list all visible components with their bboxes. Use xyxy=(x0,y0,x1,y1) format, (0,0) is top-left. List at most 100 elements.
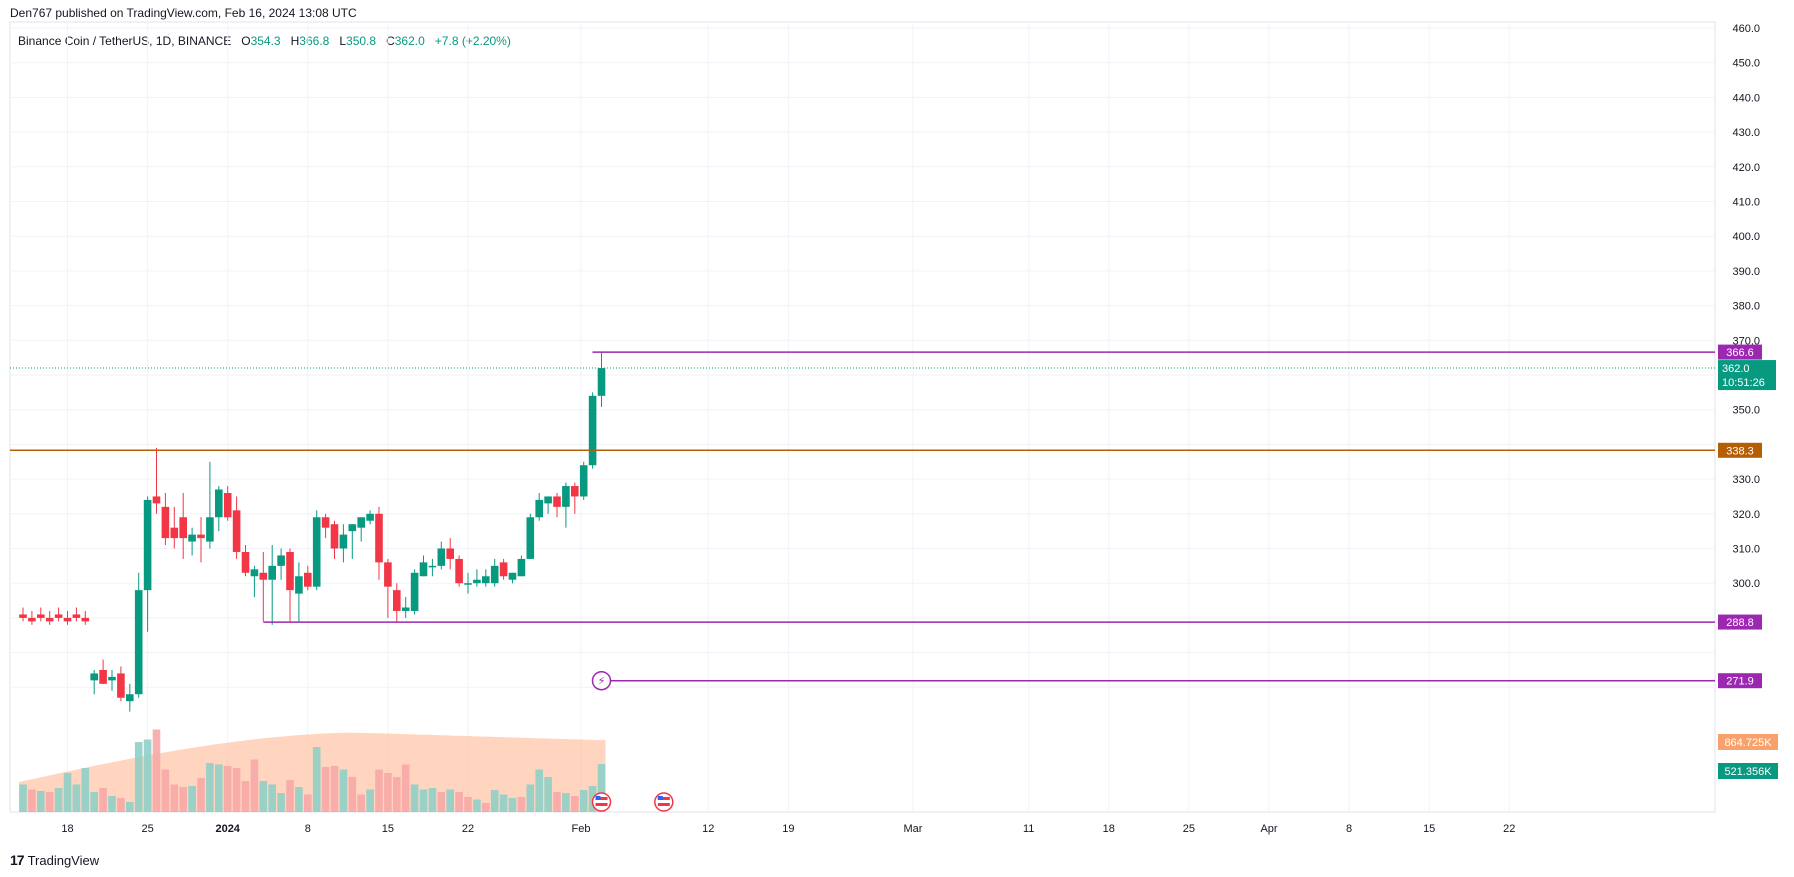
volume-bar xyxy=(232,768,241,812)
volume-bar xyxy=(72,784,81,812)
volume-bar xyxy=(99,788,107,812)
x-tick-label: 15 xyxy=(1423,823,1435,835)
volume-bar xyxy=(90,792,98,812)
price-tag-value: 362.0 xyxy=(1722,363,1750,375)
x-tick-label: 8 xyxy=(1346,823,1352,835)
volume-bar xyxy=(571,796,579,812)
y-tick-label: 460.0 xyxy=(1732,23,1760,35)
candle-body xyxy=(259,572,268,580)
published-info: Den767 published on TradingView.com, Feb… xyxy=(10,6,357,20)
candle-body xyxy=(45,617,54,622)
candle-body xyxy=(428,565,437,568)
candle-body xyxy=(366,513,374,521)
footer-brand[interactable]: 17 TradingView xyxy=(10,852,99,868)
candle-body xyxy=(321,517,330,528)
x-tick-label: 22 xyxy=(462,823,474,835)
low-label: L xyxy=(339,34,347,48)
candle-body xyxy=(490,565,499,584)
volume-bar xyxy=(19,784,27,812)
x-tick-label: Apr xyxy=(1260,823,1277,835)
volume-bar xyxy=(312,747,321,812)
y-tick-label: 370.0 xyxy=(1732,335,1760,347)
candle-body xyxy=(117,673,125,698)
level-lines xyxy=(10,351,1715,682)
volume-bar xyxy=(37,791,45,812)
candle-body xyxy=(571,486,579,497)
tradingview-logo-icon: 17 xyxy=(10,852,25,868)
y-tick-label: 380.0 xyxy=(1732,301,1760,313)
volume-bar xyxy=(170,784,179,812)
volume-bar xyxy=(223,766,232,812)
volume-bar xyxy=(597,764,606,812)
volume-bar xyxy=(562,793,570,812)
level-tag-bg xyxy=(1718,344,1762,360)
volume-bar xyxy=(81,768,90,812)
lightning-icon: ⚡ xyxy=(598,676,606,688)
volume-bar xyxy=(526,784,535,812)
candle-body xyxy=(348,524,357,532)
candle-body xyxy=(268,565,276,580)
candle-body xyxy=(499,562,508,577)
candle-body xyxy=(90,673,98,681)
candle-body xyxy=(179,517,187,539)
volume-bar xyxy=(179,787,187,812)
high-label: H xyxy=(290,34,300,48)
volume-bar xyxy=(330,766,339,812)
symbol-name[interactable]: Binance Coin / TetherUS, 1D, BINANCE xyxy=(18,34,232,48)
volume-bars xyxy=(19,729,606,812)
volume-bar xyxy=(357,794,365,812)
open-label: O xyxy=(241,34,251,48)
volume-bar xyxy=(259,781,268,812)
candle-body xyxy=(330,524,339,549)
candle-body xyxy=(437,548,446,566)
y-tick-label: 350.0 xyxy=(1732,405,1760,417)
volume-bar xyxy=(63,773,72,812)
volume-bar xyxy=(126,802,134,812)
candles xyxy=(19,351,606,712)
candle-body xyxy=(143,499,152,591)
volume-bar xyxy=(490,790,499,812)
volume-bar xyxy=(535,769,543,812)
y-tick-label: 300.0 xyxy=(1732,578,1760,590)
candle-body xyxy=(419,562,428,577)
candle-body xyxy=(597,368,606,396)
candle-body xyxy=(286,551,294,591)
candle-body xyxy=(223,492,232,518)
volume-bar xyxy=(143,739,152,812)
volume-bar xyxy=(473,799,481,812)
candle-body xyxy=(535,499,543,518)
x-tick-label: 25 xyxy=(141,823,153,835)
volume-bar xyxy=(117,798,125,812)
candle-body xyxy=(544,496,552,504)
candle-body xyxy=(384,562,392,587)
volume-tag-bg xyxy=(1718,763,1778,779)
volume-bar xyxy=(517,797,526,812)
candle-body xyxy=(72,614,81,618)
x-tick-label: Mar xyxy=(904,823,923,835)
flag-stripe-icon xyxy=(657,797,670,800)
candle-body xyxy=(312,517,321,587)
x-tick-label: 8 xyxy=(305,823,311,835)
flag-stripe-icon xyxy=(595,797,608,800)
flag-stripe-icon xyxy=(657,803,670,806)
volume-bar xyxy=(161,769,170,812)
level-tag-bg xyxy=(1718,673,1762,689)
candle-body xyxy=(170,527,179,539)
volume-bar xyxy=(152,729,161,812)
time-axis: 18 25 2024 8 15 22 Feb 12 19 Mar 11 18 25 Apr 8 15 22 xyxy=(61,823,1515,835)
y-tick-label: 440.0 xyxy=(1732,92,1760,104)
low-value: 350.8 xyxy=(346,34,377,48)
candle-body xyxy=(81,617,90,622)
candle-body xyxy=(517,558,526,577)
level-tag-text: 366.6 xyxy=(1726,347,1754,359)
volume-bar xyxy=(410,784,419,812)
close-label: C xyxy=(386,34,395,48)
candle-body xyxy=(588,395,597,466)
x-tick-label: 15 xyxy=(382,823,394,835)
x-tick-label: 25 xyxy=(1183,823,1195,835)
y-tick-label: 410.0 xyxy=(1732,197,1760,209)
volume-bar xyxy=(428,788,437,812)
candle-body xyxy=(63,617,72,622)
flag-canton-icon xyxy=(657,796,663,800)
